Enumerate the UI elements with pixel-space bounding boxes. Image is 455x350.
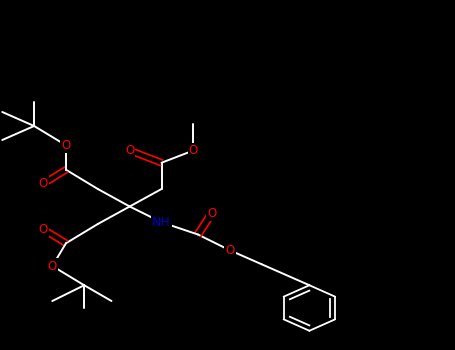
Text: O: O bbox=[189, 144, 198, 157]
Text: O: O bbox=[207, 207, 216, 220]
Text: NH: NH bbox=[152, 216, 171, 229]
Text: O: O bbox=[61, 139, 71, 152]
Text: O: O bbox=[225, 244, 234, 257]
Text: O: O bbox=[39, 223, 48, 236]
Text: O: O bbox=[125, 144, 134, 157]
Text: O: O bbox=[48, 259, 57, 273]
Text: O: O bbox=[39, 177, 48, 190]
